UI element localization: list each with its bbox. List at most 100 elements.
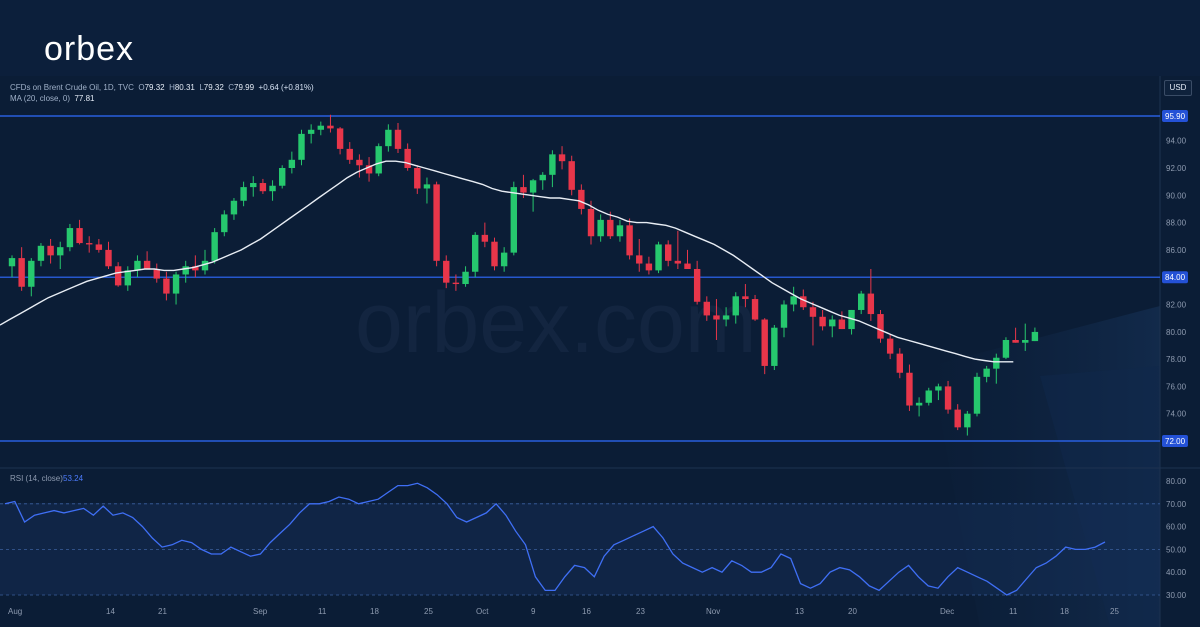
rsi-tick-label: 40.00 <box>1166 568 1187 577</box>
rsi-tick-label: 70.00 <box>1166 500 1187 509</box>
candle-body <box>848 309 855 330</box>
candle-body <box>327 125 334 129</box>
candle-body <box>279 168 286 186</box>
price-tick-label: 82.00 <box>1166 301 1187 310</box>
candle-body <box>37 245 45 261</box>
time-tick-label: Aug <box>8 607 22 616</box>
rsi-tick-label: 60.00 <box>1166 523 1187 532</box>
ma-legend: MA (20, close, 0) 77.81 <box>10 93 314 104</box>
candle-body <box>655 244 662 271</box>
candle-body <box>780 304 788 328</box>
candle-body <box>993 357 1000 369</box>
candle-body <box>529 180 537 193</box>
price-tick-label: 94.00 <box>1166 137 1187 146</box>
time-tick-label: 18 <box>370 607 379 616</box>
price-tick-label: 80.00 <box>1166 328 1187 337</box>
candle-body <box>829 319 836 327</box>
candle-body <box>201 260 209 271</box>
candle-body <box>404 148 411 168</box>
time-tick-label: 25 <box>1110 607 1119 616</box>
orbex-logo: orbex <box>44 32 134 66</box>
candle-body <box>288 159 296 168</box>
candle-body <box>28 260 35 287</box>
price-tick-label: 90.00 <box>1166 191 1187 200</box>
candle-body <box>587 208 595 237</box>
time-tick-label: 9 <box>531 607 536 616</box>
candle-body <box>568 161 575 190</box>
background-wedge-2 <box>1040 366 1160 627</box>
candle-body <box>674 260 682 264</box>
time-tick-label: 11 <box>1009 607 1018 616</box>
time-tick-label: 25 <box>424 607 433 616</box>
candle-body <box>510 187 517 253</box>
time-tick-label: Dec <box>940 607 954 616</box>
open-value: 79.32 <box>144 83 165 92</box>
price-tick-label: 92.00 <box>1166 164 1187 173</box>
time-tick-label: 23 <box>636 607 645 616</box>
candle-body <box>742 296 749 300</box>
candlesticks <box>8 114 1039 436</box>
time-tick-label: 14 <box>106 607 115 616</box>
candle-body <box>365 165 373 174</box>
candle-body <box>800 296 807 308</box>
candle-body <box>240 187 247 201</box>
rsi-tick-label: 50.00 <box>1166 545 1187 554</box>
candle-body <box>983 368 990 377</box>
candle-body <box>539 174 546 181</box>
price-tick-label: 86.00 <box>1166 246 1187 255</box>
candle-body <box>356 159 363 166</box>
candle-body <box>452 282 460 285</box>
logo-text: orbex <box>44 30 135 68</box>
candle-body <box>192 266 199 271</box>
candle-body <box>896 353 903 373</box>
close-label: C <box>228 83 235 92</box>
candle-body <box>1002 339 1010 358</box>
candle-body <box>915 402 923 406</box>
candle-body <box>645 263 653 271</box>
time-tick-label: Oct <box>476 607 489 616</box>
candle-body <box>423 184 431 189</box>
level-label <box>1162 271 1188 284</box>
rsi-title: RSI (14, close) <box>10 474 63 483</box>
low-value: 79.32 <box>203 83 224 92</box>
chart-svg[interactable]: orbex.com 74.00 76.00 78.00 80.00 82.00 86.00… <box>0 76 1200 627</box>
symbol-label: CFDs on Brent Crude Oil, 1D, TVC <box>10 83 134 92</box>
ma-value: 77.81 <box>74 94 95 103</box>
price-tick-label: 76.00 <box>1166 382 1187 391</box>
candle-body <box>790 296 797 305</box>
candle-body <box>336 128 344 149</box>
candle-body <box>298 133 305 160</box>
ohlc-legend: CFDs on Brent Crude Oil, 1D, TVC O79.32 … <box>10 82 314 93</box>
candle-body <box>626 225 633 256</box>
price-tick-label: 78.00 <box>1166 355 1187 364</box>
candle-body <box>124 270 131 286</box>
candle-body <box>481 234 489 242</box>
candle-body <box>114 266 122 286</box>
time-tick-label: 21 <box>158 607 167 616</box>
candle-body <box>703 301 710 316</box>
candle-body <box>153 269 160 279</box>
level-label <box>1162 435 1188 447</box>
close-value: 79.99 <box>234 83 255 92</box>
chart-area[interactable]: orbex.com 74.00 76.00 78.00 80.00 82.00 86.00… <box>0 76 1200 627</box>
candle-body <box>472 234 479 272</box>
candle-body <box>722 315 730 320</box>
price-y-axis: 74.00 76.00 78.00 80.00 82.00 86.00 88.00 90.00… <box>1166 109 1187 418</box>
candle-body <box>317 125 324 130</box>
candle-body <box>1022 339 1029 343</box>
open-label: O <box>138 83 145 92</box>
candle-body <box>906 372 913 406</box>
candle-body <box>935 386 942 391</box>
candle-body <box>47 245 54 256</box>
candle-body <box>684 263 691 270</box>
candle-body <box>1012 339 1019 343</box>
candle-body <box>414 168 421 189</box>
candle-body <box>134 260 141 271</box>
candle-body <box>18 258 25 287</box>
currency-button[interactable]: USD <box>1164 80 1192 96</box>
high-value: 80.31 <box>174 83 195 92</box>
candle-body <box>143 260 151 270</box>
candle-body <box>549 154 556 175</box>
rsi-tick-label: 80.00 <box>1166 477 1187 486</box>
rsi-guide-lines <box>0 503 1160 596</box>
